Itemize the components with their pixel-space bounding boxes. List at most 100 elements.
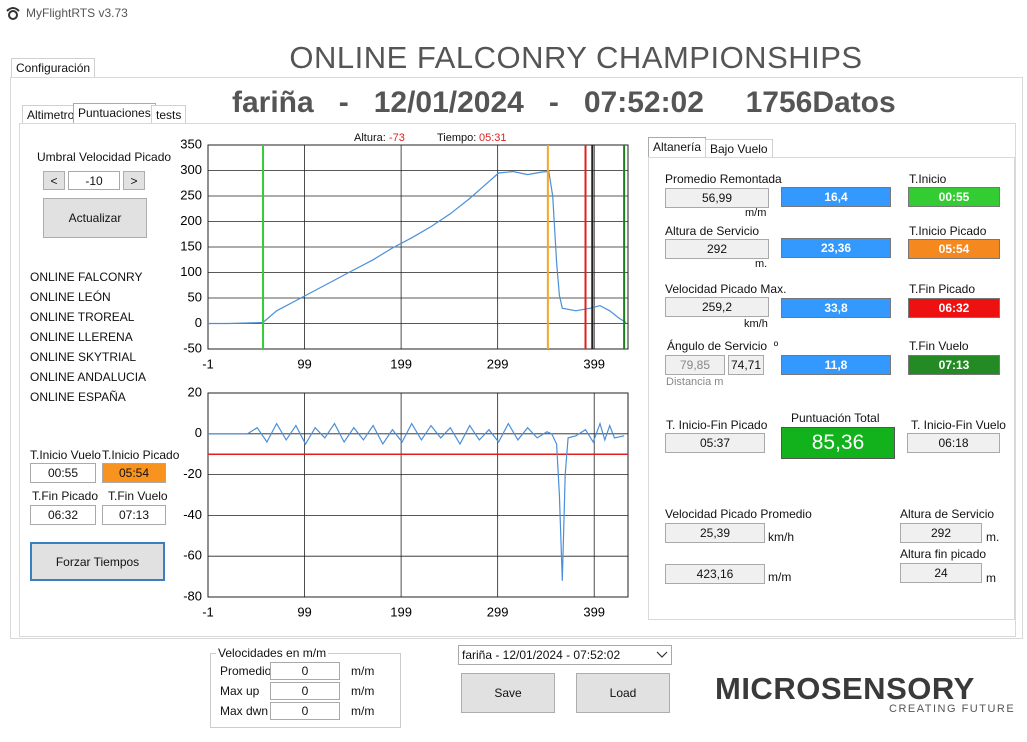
label: Altura de Servicio (665, 224, 760, 238)
time-field: 00:55 (30, 463, 96, 483)
label: Velocidad Picado Promedio (665, 507, 812, 521)
label: T. Inicio-Fin Picado (666, 418, 768, 432)
page-title: ONLINE FALCONRY CHAMPIONSHIPS (289, 40, 863, 75)
label: Puntuación Total (791, 411, 880, 425)
club-name[interactable]: ONLINE LLERENA (30, 330, 133, 344)
score-field: 11,8 (781, 355, 891, 375)
club-name[interactable]: ONLINE LEÓN (30, 290, 111, 304)
x-tick-label: 299 (487, 356, 509, 371)
y-tick-label: -20 (183, 466, 202, 481)
label: Altura de Servicio (900, 507, 995, 521)
session-dropdown[interactable]: fariña - 12/01/2024 - 07:52:02 (458, 645, 672, 665)
unit: km/h (768, 530, 795, 544)
tab[interactable]: Configuración (11, 58, 96, 78)
speed-field: 0 (270, 662, 340, 680)
time-field: 05:54 (102, 463, 166, 483)
label: T.Inicio Picado (909, 224, 987, 238)
label: T. Inicio-Fin Vuelo (911, 418, 1006, 432)
speed-field: 0 (270, 682, 340, 700)
y-tick-label: -60 (183, 548, 202, 563)
y-tick-label: 250 (180, 187, 202, 202)
club-name[interactable]: ONLINE ANDALUCIA (30, 370, 147, 384)
update-button[interactable]: Actualizar (43, 198, 147, 238)
app-icon (6, 7, 20, 20)
label: T.Fin Picado (909, 282, 976, 296)
y-tick-label: -40 (183, 507, 202, 522)
decrement-button[interactable]: < (43, 171, 65, 190)
total-score: 85,36 (781, 427, 895, 459)
tab-active[interactable]: Altanería (648, 137, 707, 158)
time-field: 00:55 (908, 187, 1000, 207)
club-name[interactable]: ONLINE SKYTRIAL (30, 350, 137, 364)
label: T.Inicio Vuelo (30, 448, 101, 462)
label: Promedio (220, 664, 272, 678)
label: Altura: (354, 132, 386, 144)
label: Promedio Remontada (665, 172, 782, 186)
value-field: 56,99 (665, 188, 769, 208)
y-tick-label: 300 (180, 162, 202, 177)
group-title: Velocidades en m/m (216, 646, 329, 660)
increment-button[interactable]: > (123, 171, 145, 190)
y-tick-label: 350 (180, 136, 202, 151)
y-tick-label: 150 (180, 238, 202, 253)
x-tick-label: 99 (297, 604, 311, 619)
label: Umbral Velocidad Picado (37, 150, 172, 164)
tab[interactable]: Altimetro (22, 105, 80, 124)
time-readout: 05:31 (479, 132, 507, 144)
value-field: 292 (900, 523, 982, 543)
value-field: 79,85 (665, 355, 725, 375)
value-field: 06:18 (907, 433, 1000, 453)
value-field: 25,39 (665, 523, 765, 543)
score-field: 16,4 (781, 187, 891, 207)
tab[interactable]: Bajo Vuelo (705, 139, 773, 158)
time-field: 06:32 (30, 505, 96, 525)
score-field: 23,36 (781, 238, 891, 258)
sub-page (19, 123, 1016, 637)
note: Distancia m (666, 376, 724, 388)
load-button[interactable]: Load (576, 673, 670, 713)
x-tick-label: -1 (202, 356, 214, 371)
x-tick-label: 99 (297, 356, 311, 371)
value-field: 292 (665, 239, 769, 259)
label: T.Fin Picado (32, 489, 99, 503)
force-times-button[interactable]: Forzar Tiempos (30, 542, 165, 581)
time-field: 07:13 (908, 355, 1000, 375)
value-field: 05:37 (665, 433, 765, 453)
tab-active[interactable]: Puntuaciones (73, 103, 156, 124)
logo-tagline: CREATING FUTURE (889, 703, 1016, 715)
label: Altura fin picado (900, 547, 987, 561)
unit: m/m (351, 684, 375, 698)
score-field: 33,8 (781, 298, 891, 318)
x-tick-label: 399 (583, 356, 605, 371)
data-line (208, 170, 627, 325)
speed-field: 0 (270, 702, 340, 720)
tab[interactable]: tests (151, 105, 187, 124)
label: T.Fin Vuelo (108, 489, 168, 503)
club-name[interactable]: ONLINE ESPAÑA (30, 390, 126, 404)
x-tick-label: -1 (202, 604, 214, 619)
label: T.Fin Vuelo (909, 339, 969, 353)
dropdown-arrow[interactable] (656, 650, 668, 660)
label: Max dwn (220, 704, 269, 718)
time-field: 06:32 (908, 298, 1000, 318)
y-tick-label: 0 (195, 425, 202, 440)
label: Ángulo de Servicio º (667, 339, 779, 353)
threshold-input[interactable]: -10 (68, 171, 120, 190)
unit: m. (986, 530, 1000, 544)
club-name[interactable]: ONLINE TROREAL (30, 310, 135, 324)
save-button[interactable]: Save (461, 673, 555, 713)
data-line (208, 421, 625, 581)
x-tick-label: 399 (583, 604, 605, 619)
club-name[interactable]: ONLINE FALCONRY (30, 270, 143, 284)
label: Max up (220, 684, 260, 698)
label: Tiempo: (437, 132, 477, 144)
label: T.Inicio Picado (102, 448, 180, 462)
unit: m. (755, 258, 768, 270)
x-tick-label: 199 (390, 604, 412, 619)
x-tick-label: 299 (487, 604, 509, 619)
unit: m (986, 571, 996, 585)
unit: m/m (745, 207, 767, 219)
y-tick-label: 20 (188, 384, 202, 399)
